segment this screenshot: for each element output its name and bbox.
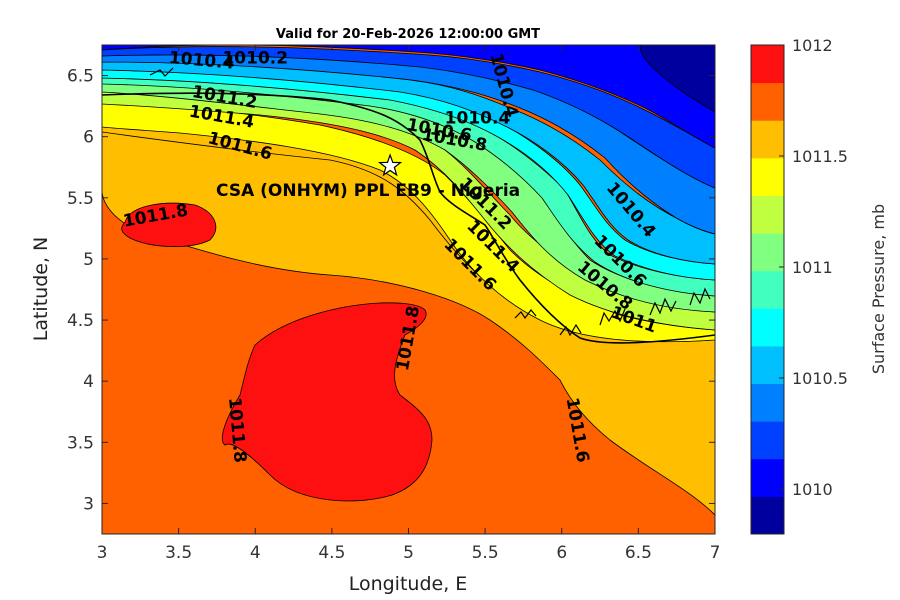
colorbar-tick-label: 1011.5 [792, 147, 848, 166]
x-tick-label: 3.5 [165, 543, 192, 563]
station-star-marker [377, 153, 403, 177]
colorbar-tick-label: 1012 [792, 36, 833, 55]
colorbar-tick-label: 1010.5 [792, 369, 848, 388]
x-axis-label: Longitude, E [349, 573, 468, 595]
colorbar-swatch [751, 45, 784, 84]
x-axis-ticks: 3 3.5 4 4.5 5 5.5 6 6.5 7 [97, 45, 721, 563]
y-tick-label: 3 [83, 494, 94, 514]
plot-area [102, 45, 715, 534]
colorbar-label: Surface Pressure, mb [869, 204, 888, 374]
x-tick-label: 7 [710, 543, 721, 563]
station-label: CSA (ONHYM) PPL EB9 - Nigeria [216, 181, 520, 201]
pressure-high-west [121, 202, 217, 247]
y-tick-label: 6.5 [67, 67, 94, 87]
colorbar-swatch [751, 233, 784, 272]
colorbar-swatch [751, 82, 784, 121]
colorbar-swatch [751, 383, 784, 422]
colorbar-swatch [751, 345, 784, 385]
contour-label: 1010.2 [222, 48, 288, 68]
y-axis-label: Latitude, N [30, 237, 52, 342]
coastline [102, 92, 715, 344]
x-tick-label: 4.5 [318, 543, 345, 563]
coastline-ripples [149, 67, 711, 337]
colorbar-tick-label: 1011 [792, 258, 833, 277]
colorbar-swatch [751, 195, 784, 234]
y-tick-label: 5 [83, 250, 94, 270]
colorbar-swatch [751, 308, 784, 347]
chart-title: Valid for 20-Feb-2026 12:00:00 GMT [276, 27, 540, 42]
colorbar-tick-label: 1010 [792, 480, 833, 499]
colorbar-swatch [751, 120, 784, 159]
x-tick-label: 6.5 [625, 543, 652, 563]
y-tick-label: 4 [83, 372, 94, 392]
colorbar-swatch [751, 458, 784, 497]
y-tick-label: 3.5 [67, 433, 94, 453]
x-tick-label: 6 [556, 543, 567, 563]
y-tick-label: 4.5 [67, 311, 94, 331]
x-tick-label: 4 [250, 543, 261, 563]
colorbar-frame [750, 44, 785, 535]
y-tick-label: 6 [83, 128, 94, 148]
pressure-band-1009.8 [102, 45, 715, 149]
contour-label: 1010.4 [445, 108, 511, 128]
x-tick-label: 3 [97, 543, 108, 563]
pressure-band-1009.6 [639, 45, 715, 113]
y-axis-ticks: 3 3.5 4 4.5 5 5.5 6 6.5 [67, 67, 715, 514]
colorbar-swatch [751, 270, 784, 309]
colorbar-swatch [751, 157, 784, 196]
stations: CSA (ONHYM) PPL EB9 - Nigeria [216, 153, 520, 201]
colorbar-swatch [751, 496, 784, 535]
colorbar-swatch [751, 421, 784, 460]
pressure-band-1009.9 [102, 46, 715, 189]
pressure-high-south [221, 302, 433, 502]
x-tick-label: 5.5 [472, 543, 499, 563]
colorbar: 1010 1010.5 1011 1011.5 1012 [750, 36, 848, 535]
y-tick-label: 5.5 [67, 189, 94, 209]
x-tick-label: 5 [403, 543, 414, 563]
